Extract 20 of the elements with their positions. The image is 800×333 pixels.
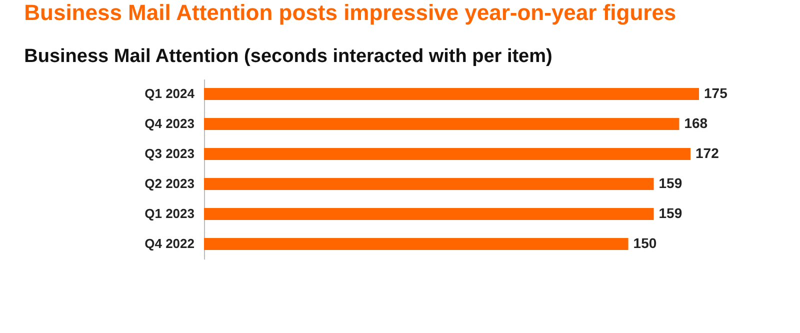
y-tick-label: Q4 2022: [144, 236, 194, 251]
y-tick-label: Q1 2023: [144, 206, 194, 221]
bar: [204, 118, 680, 130]
y-tick-label: Q3 2023: [144, 146, 194, 161]
y-tick-label: Q1 2024: [144, 86, 196, 101]
data-label: 172: [696, 145, 720, 161]
data-label: 150: [633, 235, 657, 251]
bar: [204, 238, 628, 250]
chart-title: Business Mail Attention posts impressive year-on-year figures: [24, 0, 676, 25]
chart-subtitle: Business Mail Attention (seconds interacted with per item): [24, 46, 552, 67]
bar: [204, 88, 699, 100]
bar: [204, 148, 691, 160]
data-label: 175: [704, 85, 728, 101]
y-tick-label: Q2 2023: [144, 176, 194, 191]
y-tick-label: Q4 2023: [144, 116, 194, 131]
data-label: 159: [658, 175, 682, 191]
data-label: 159: [658, 205, 682, 221]
data-label: 168: [684, 115, 708, 131]
bar: [204, 208, 654, 220]
bar: [204, 178, 654, 190]
